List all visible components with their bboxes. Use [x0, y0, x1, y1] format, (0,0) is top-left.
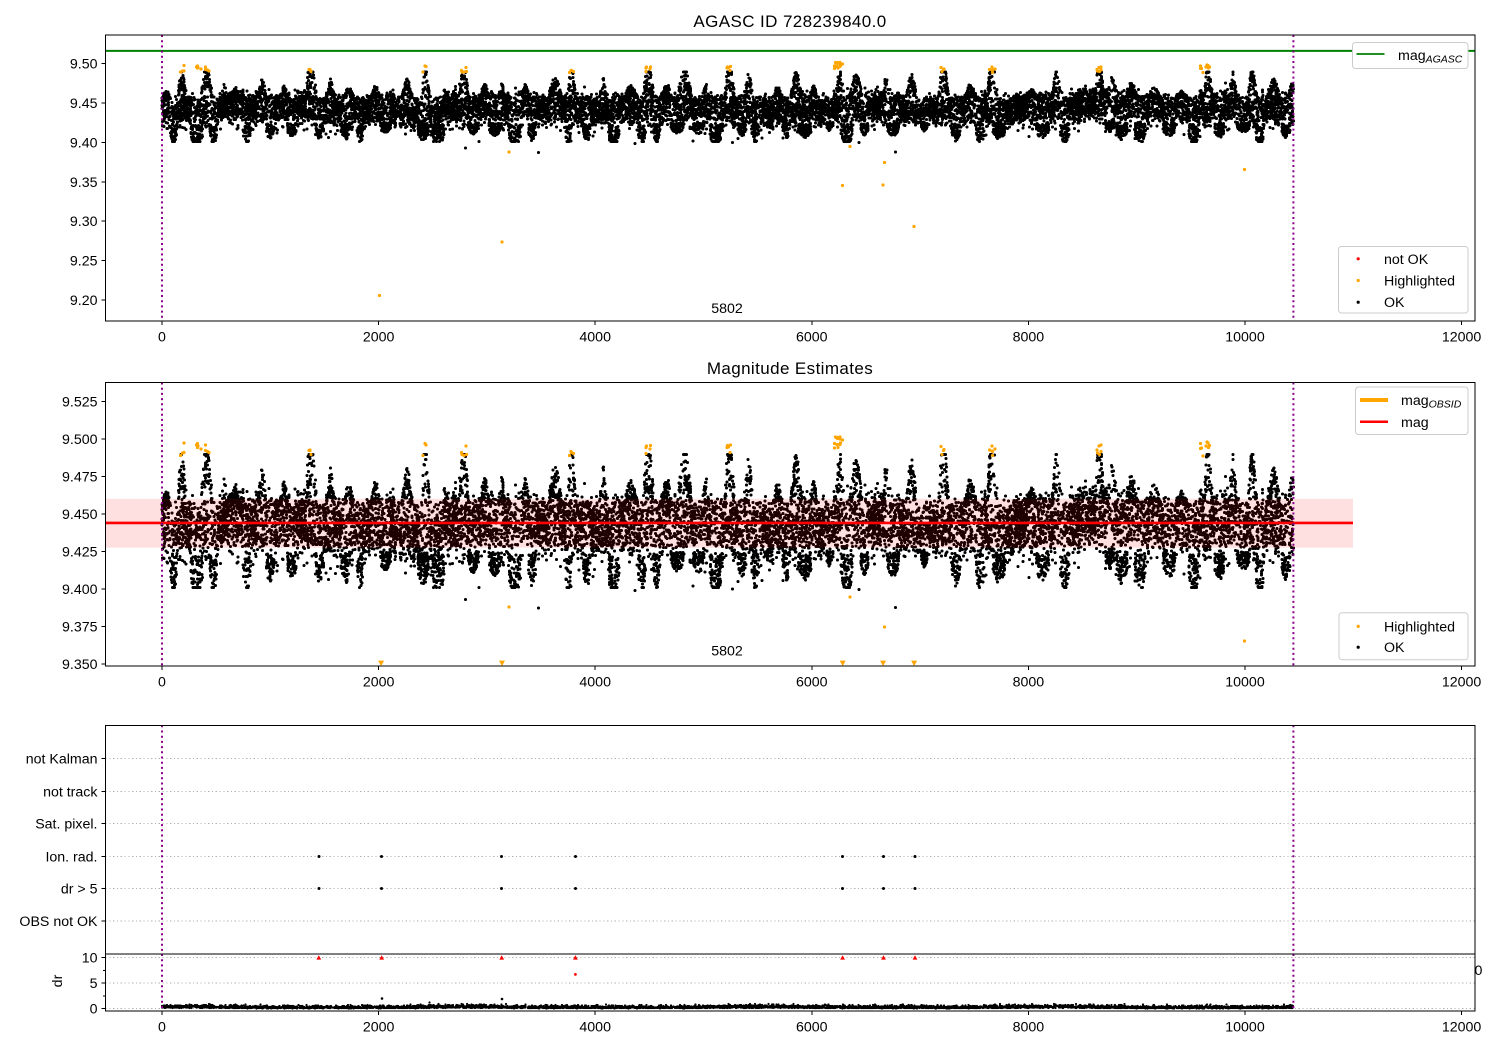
- svg-text:12000: 12000: [1442, 1020, 1482, 1036]
- svg-text:dr: dr: [50, 974, 66, 987]
- svg-text:6000: 6000: [796, 330, 828, 346]
- svg-text:9.450: 9.450: [62, 507, 98, 523]
- svg-text:10000: 10000: [1225, 330, 1265, 346]
- svg-text:12000: 12000: [1442, 675, 1482, 691]
- svg-text:9.50: 9.50: [70, 57, 98, 73]
- svg-text:0: 0: [158, 330, 166, 346]
- svg-text:9.30: 9.30: [70, 214, 98, 230]
- svg-text:dr > 5: dr > 5: [61, 882, 98, 898]
- svg-text:not track: not track: [43, 784, 98, 800]
- svg-text:Highlighted: Highlighted: [1384, 619, 1455, 635]
- svg-text:0: 0: [90, 1002, 98, 1018]
- svg-text:2000: 2000: [363, 330, 395, 346]
- svg-text:5802: 5802: [711, 301, 743, 317]
- svg-text:6000: 6000: [796, 675, 828, 691]
- svg-text:8000: 8000: [1013, 1020, 1045, 1036]
- svg-text:5: 5: [90, 976, 98, 992]
- svg-text:9.35: 9.35: [70, 175, 98, 191]
- svg-text:OK: OK: [1384, 295, 1405, 311]
- svg-text:9.475: 9.475: [62, 469, 98, 485]
- svg-text:9.45: 9.45: [70, 96, 98, 112]
- svg-text:8000: 8000: [1013, 330, 1045, 346]
- svg-text:2000: 2000: [363, 1020, 395, 1036]
- svg-text:0: 0: [158, 675, 166, 691]
- svg-text:10000: 10000: [1225, 1020, 1265, 1036]
- svg-text:9.350: 9.350: [62, 657, 98, 673]
- svg-text:10000: 10000: [1225, 675, 1265, 691]
- svg-text:8000: 8000: [1013, 675, 1045, 691]
- svg-text:Magnitude Estimates: Magnitude Estimates: [707, 359, 873, 378]
- svg-text:Ion. rad.: Ion. rad.: [45, 849, 97, 865]
- svg-text:4000: 4000: [579, 1020, 611, 1036]
- svg-text:12000: 12000: [1442, 330, 1482, 346]
- svg-text:AGASC ID 728239840.0: AGASC ID 728239840.0: [693, 12, 886, 31]
- svg-text:OK: OK: [1384, 640, 1405, 656]
- svg-text:not OK: not OK: [1384, 252, 1429, 268]
- svg-text:9.375: 9.375: [62, 619, 98, 635]
- svg-text:2000: 2000: [363, 675, 395, 691]
- svg-text:9.25: 9.25: [70, 254, 98, 270]
- svg-text:mag: mag: [1401, 415, 1429, 431]
- svg-text:9.20: 9.20: [70, 293, 98, 309]
- svg-text:OBS not OK: OBS not OK: [19, 914, 98, 930]
- svg-text:9.525: 9.525: [62, 394, 98, 410]
- svg-text:not Kalman: not Kalman: [26, 752, 98, 768]
- svg-text:10: 10: [82, 951, 98, 967]
- svg-text:Highlighted: Highlighted: [1384, 274, 1455, 290]
- svg-text:0: 0: [158, 1020, 166, 1036]
- svg-text:Sat. pixel.: Sat. pixel.: [35, 817, 97, 833]
- svg-text:4000: 4000: [579, 330, 611, 346]
- svg-text:0: 0: [1475, 963, 1483, 979]
- svg-text:9.425: 9.425: [62, 544, 98, 560]
- svg-text:5802: 5802: [711, 644, 743, 660]
- svg-text:9.500: 9.500: [62, 432, 98, 448]
- svg-text:6000: 6000: [796, 1020, 828, 1036]
- svg-text:9.400: 9.400: [62, 582, 98, 598]
- svg-text:4000: 4000: [579, 675, 611, 691]
- svg-text:9.40: 9.40: [70, 135, 98, 151]
